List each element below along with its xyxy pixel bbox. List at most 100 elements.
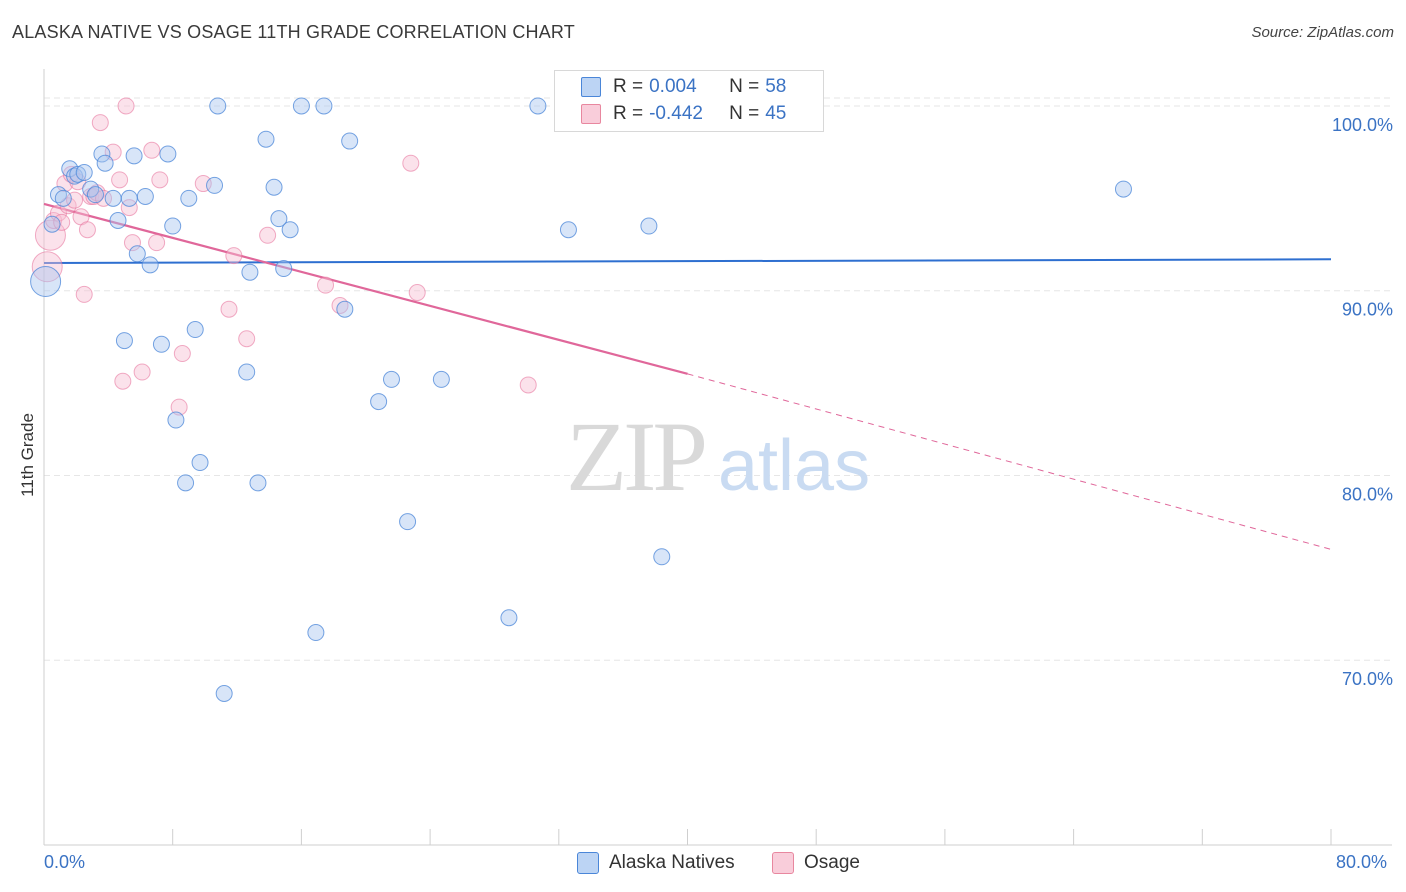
point-alaska: [341, 132, 359, 150]
trend-osage: [43, 202, 688, 375]
source-credit: Source: ZipAtlas.com: [1251, 24, 1394, 41]
watermark-zip: ZIP: [566, 401, 704, 512]
y-tick-label: 80.0%: [1342, 484, 1393, 504]
series-legend: Alaska Natives Osage: [0, 852, 1406, 878]
point-alaska: [1114, 180, 1132, 198]
point-alaska: [241, 263, 259, 281]
point-alaska: [529, 97, 547, 115]
point-osage: [519, 376, 537, 394]
legend-row-osage: R = -0.442 N = 45: [581, 101, 786, 127]
point-alaska: [93, 145, 111, 163]
point-alaska: [653, 548, 671, 566]
point-osage: [117, 97, 135, 115]
legend-r-value: 0.004: [649, 76, 697, 97]
point-alaska: [370, 393, 388, 411]
point-osage: [143, 141, 161, 159]
point-alaska: [215, 684, 233, 702]
point-alaska: [249, 474, 267, 492]
y-tick-labels: 70.0% 80.0% 90.0% 100.0%: [1332, 115, 1393, 689]
trend-alaska: [43, 258, 1332, 264]
point-osage: [120, 199, 138, 217]
point-alaska: [382, 370, 400, 388]
point-alaska: [120, 189, 138, 207]
point-alaska: [159, 145, 177, 163]
chart-title: ALASKA NATIVE VS OSAGE 11TH GRADE CORREL…: [12, 22, 576, 42]
point-osage: [408, 284, 426, 302]
legend-swatch-osage: [581, 104, 601, 124]
point-alaska: [265, 178, 283, 196]
point-alaska: [136, 187, 154, 205]
point-alaska: [104, 189, 122, 207]
y-tick-label: 100.0%: [1332, 115, 1393, 135]
x-tick-label-min: 0.0%: [44, 852, 86, 872]
point-osage: [123, 234, 141, 252]
point-alaska: [86, 186, 104, 204]
point-alaska: [167, 411, 185, 429]
point-osage: [75, 285, 93, 303]
legend-label-osage: Osage: [804, 852, 860, 873]
legend-item-alaska-natives[interactable]: Alaska Natives: [577, 852, 735, 874]
point-alaska: [209, 97, 227, 115]
legend-item-osage[interactable]: Osage: [772, 852, 860, 874]
point-alaska: [315, 97, 333, 115]
y-tick-label: 90.0%: [1342, 300, 1393, 320]
point-osage: [220, 300, 238, 318]
point-alaska: [292, 97, 310, 115]
x-tick-label-max: 80.0%: [1336, 852, 1388, 872]
data-points: [30, 97, 1132, 702]
point-alaska: [125, 147, 143, 165]
point-osage: [78, 221, 96, 239]
point-alaska: [69, 165, 87, 183]
point-alaska: [152, 335, 170, 353]
point-osage: [95, 189, 113, 207]
point-alaska: [96, 154, 114, 172]
axes: [43, 69, 1392, 846]
point-osage: [114, 372, 132, 390]
legend-r-label: R =: [613, 76, 644, 97]
point-osage: [317, 276, 335, 294]
stats-legend: R = 0.004 N = 58 R = -0.442 N = 45: [554, 70, 824, 132]
point-osage: [151, 171, 169, 189]
legend-swatch-osage: [772, 852, 794, 874]
legend-r-value: -0.442: [649, 103, 703, 124]
y-tick-label: 70.0%: [1342, 669, 1393, 689]
watermark: ZIP atlas: [566, 401, 870, 512]
point-alaska: [180, 189, 198, 207]
point-osage: [259, 226, 277, 244]
legend-n-label: N =: [729, 103, 760, 124]
y-axis-label: 11th Grade: [18, 413, 37, 497]
point-osage: [225, 247, 243, 265]
watermark-atlas: atlas: [718, 426, 870, 506]
point-alaska: [43, 215, 61, 233]
point-alaska: [109, 212, 127, 230]
point-alaska: [270, 210, 288, 228]
point-alaska: [307, 624, 325, 642]
point-osage: [148, 234, 166, 252]
point-osage: [402, 154, 420, 172]
point-alaska: [281, 221, 299, 239]
point-osage: [111, 171, 129, 189]
point-alaska: [54, 189, 72, 207]
legend-n-value: 45: [765, 103, 787, 124]
trend-osage-extension: [687, 373, 1332, 550]
point-osage: [170, 398, 188, 416]
legend-label-alaska: Alaska Natives: [609, 852, 735, 873]
point-alaska: [191, 454, 209, 472]
point-alaska: [336, 300, 354, 318]
point-osage: [173, 345, 191, 363]
point-alaska: [640, 217, 658, 235]
point-alaska: [141, 256, 159, 274]
point-alaska: [257, 130, 275, 148]
point-alaska: [399, 513, 417, 531]
point-osage: [238, 330, 256, 348]
legend-row-alaska: R = 0.004 N = 58: [581, 74, 786, 100]
point-alaska: [559, 221, 577, 239]
point-alaska: [500, 609, 518, 627]
point-alaska: [82, 180, 100, 198]
point-alaska: [275, 260, 293, 278]
legend-n-label: N =: [729, 76, 760, 97]
point-alaska: [206, 176, 224, 194]
point-alaska: [164, 217, 182, 235]
point-alaska: [128, 245, 146, 263]
point-alaska: [432, 370, 450, 388]
